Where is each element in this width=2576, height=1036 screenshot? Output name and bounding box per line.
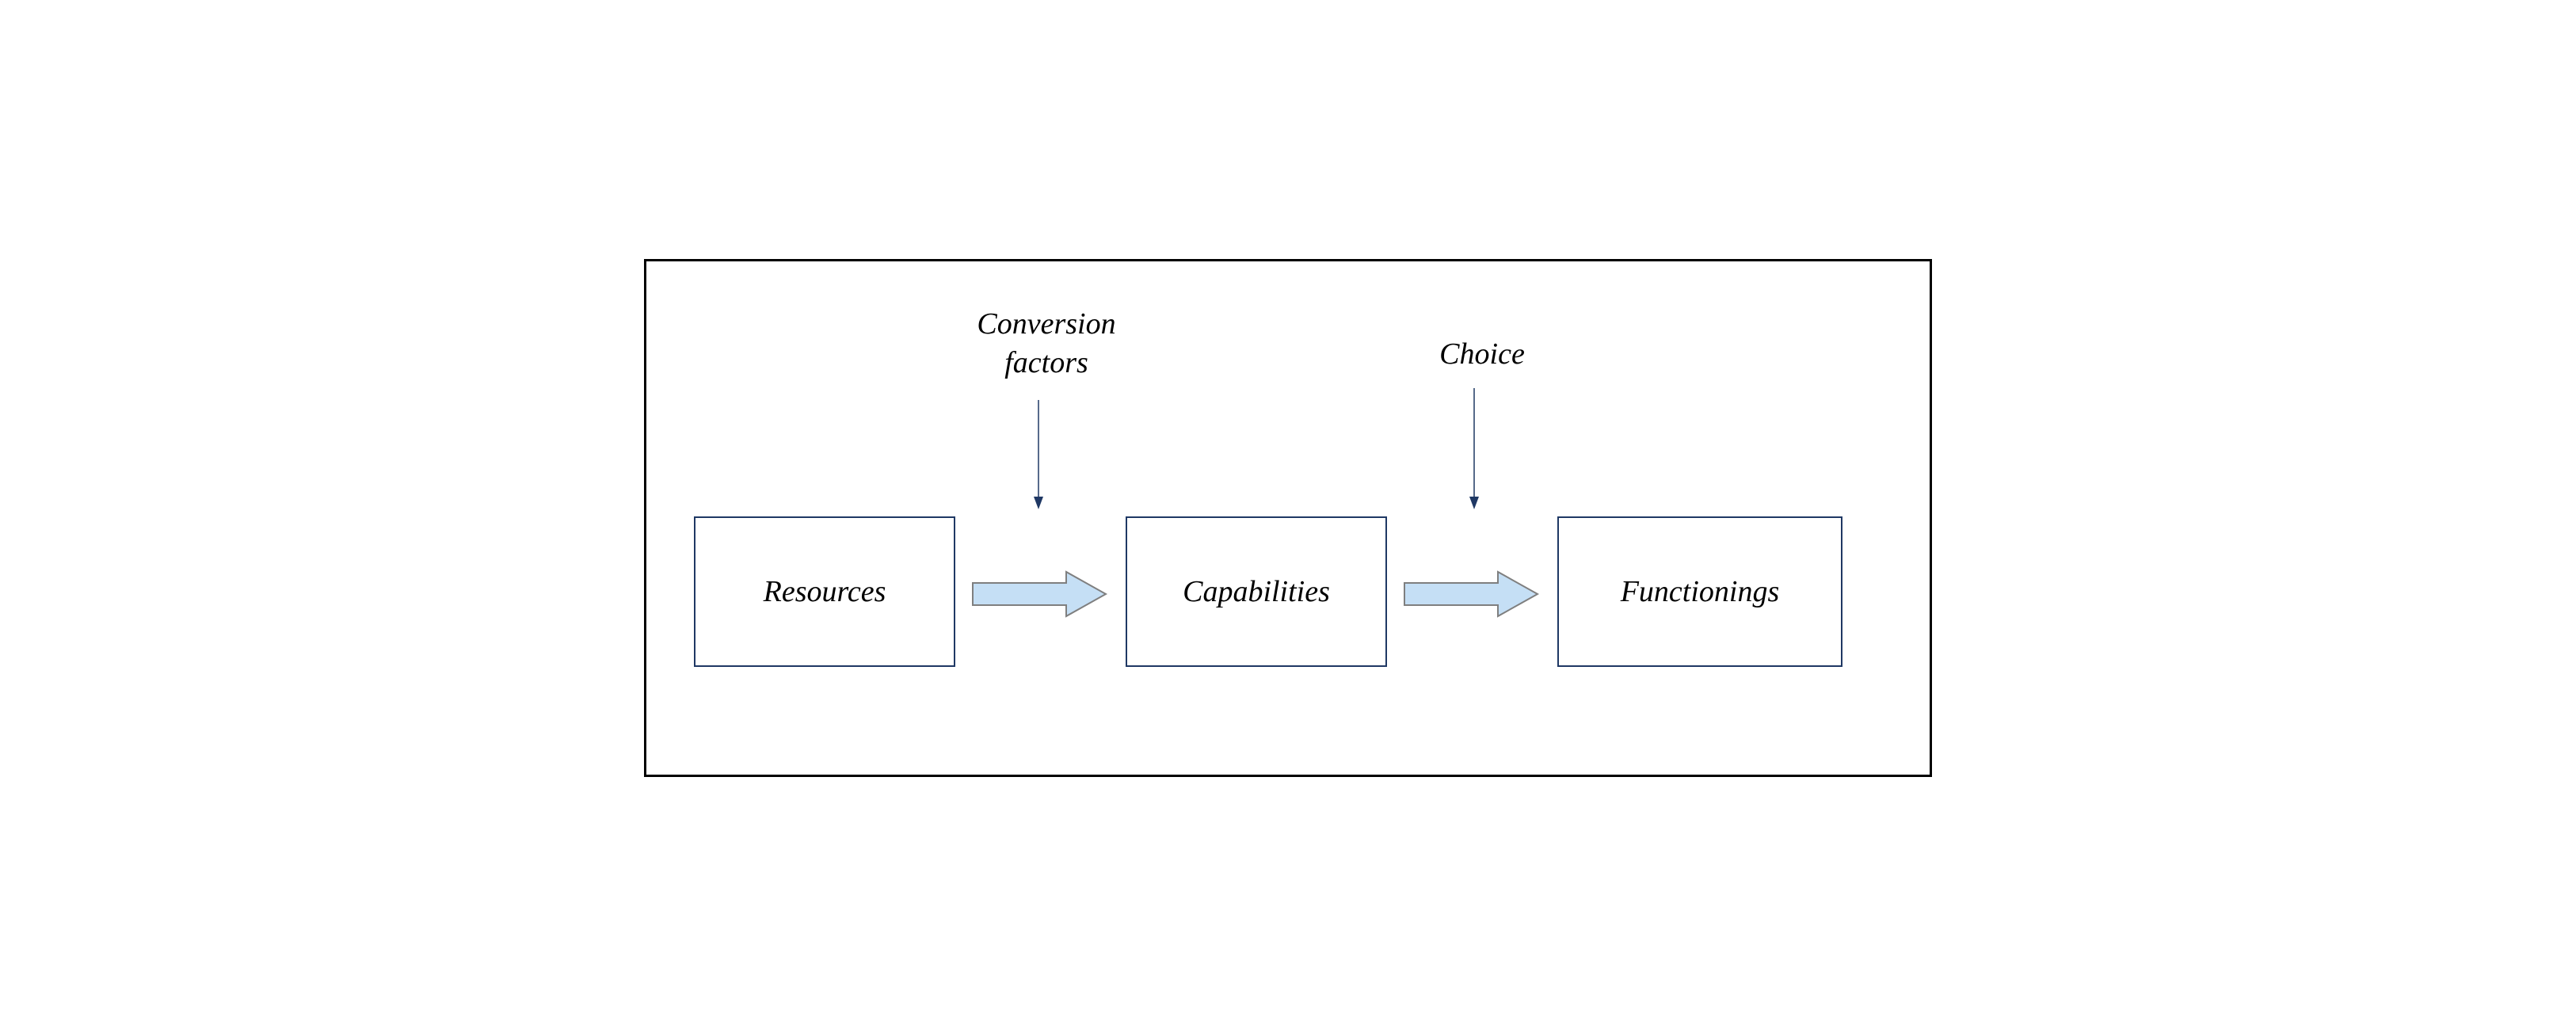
resources-box: Resources	[694, 516, 955, 667]
conversion-label-line1: Conversion	[977, 307, 1115, 341]
block-arrow-2	[1403, 570, 1541, 622]
choice-label: Choice	[1427, 337, 1538, 371]
diagram-container: Resources Capabilities Functionings Conv…	[644, 259, 1932, 777]
conversion-factors-arrow	[1032, 400, 1045, 515]
conversion-label-line2: factors	[1004, 346, 1088, 379]
choice-label-text: Choice	[1439, 337, 1525, 371]
conversion-factors-label: Conversion factors	[951, 305, 1141, 383]
functionings-box: Functionings	[1557, 516, 1842, 667]
functionings-label: Functionings	[1621, 574, 1780, 609]
capabilities-box: Capabilities	[1126, 516, 1387, 667]
choice-arrow	[1468, 388, 1480, 515]
block-arrow-1	[971, 570, 1110, 622]
capabilities-label: Capabilities	[1183, 574, 1330, 609]
resources-label: Resources	[764, 574, 886, 609]
